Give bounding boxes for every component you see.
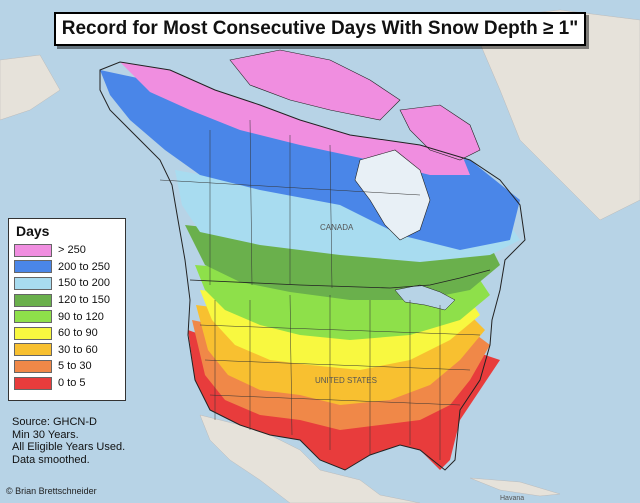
- credit: © Brian Brettschneider: [6, 486, 97, 496]
- map-title-box: Record for Most Consecutive Days With Sn…: [54, 12, 586, 46]
- legend-swatch: [14, 260, 52, 274]
- legend-swatch: [14, 326, 52, 340]
- legend-swatch: [14, 243, 52, 257]
- note-line: Data smoothed.: [12, 453, 90, 466]
- havana-label: Havana: [500, 495, 524, 502]
- legend-item: 150 to 200: [14, 275, 120, 292]
- legend-item: 30 to 60: [14, 342, 120, 359]
- legend-label: 5 to 30: [58, 360, 92, 373]
- legend-label: > 250: [58, 244, 86, 257]
- legend-item: 120 to 150: [14, 292, 120, 309]
- legend-swatch: [14, 276, 52, 290]
- legend-label: 30 to 60: [58, 343, 98, 356]
- us-canada-border: [189, 269, 491, 289]
- source-notes: Source: GHCN-D Min 30 Years. All Eligibl…: [12, 416, 125, 466]
- map-title: Record for Most Consecutive Days With Sn…: [61, 18, 579, 39]
- greenland: [469, 9, 640, 221]
- legend-label: 150 to 200: [58, 277, 110, 290]
- admin-boundaries: [159, 119, 481, 460]
- legend-item: > 250: [14, 242, 120, 259]
- baffin-island: [399, 104, 481, 161]
- canada-label: CANADA: [320, 223, 354, 232]
- legend-item: 5 to 30: [14, 358, 120, 375]
- usa-label: UNITED STATES: [315, 376, 377, 385]
- russia: [0, 54, 61, 121]
- legend: Days > 250 200 to 250 150 to 200 120 to …: [8, 218, 126, 401]
- legend-swatch: [14, 376, 52, 390]
- legend-title: Days: [16, 223, 50, 239]
- legend-item: 60 to 90: [14, 325, 120, 342]
- legend-item: 0 to 5: [14, 375, 120, 392]
- legend-label: 0 to 5: [58, 377, 86, 390]
- legend-label: 200 to 250: [58, 260, 110, 273]
- legend-item: 200 to 250: [14, 259, 120, 276]
- legend-swatch: [14, 310, 52, 324]
- continent-outline: [99, 61, 526, 471]
- legend-label: 120 to 150: [58, 294, 110, 307]
- hudson-bay: [354, 149, 431, 241]
- note-line: Source: GHCN-D: [12, 416, 97, 428]
- legend-label: 90 to 120: [58, 310, 104, 323]
- arctic-islands: [229, 49, 401, 121]
- legend-swatch: [14, 293, 52, 307]
- note-line: Min 30 Years.: [12, 428, 79, 441]
- legend-swatch: [14, 343, 52, 357]
- legend-label: 60 to 90: [58, 327, 98, 340]
- mexico: [199, 414, 421, 503]
- note-line: All Eligible Years Used.: [12, 441, 126, 453]
- cuba: [469, 477, 561, 497]
- great-lakes: [394, 284, 456, 311]
- legend-swatch: [14, 359, 52, 373]
- legend-item: 90 to 120: [14, 308, 120, 325]
